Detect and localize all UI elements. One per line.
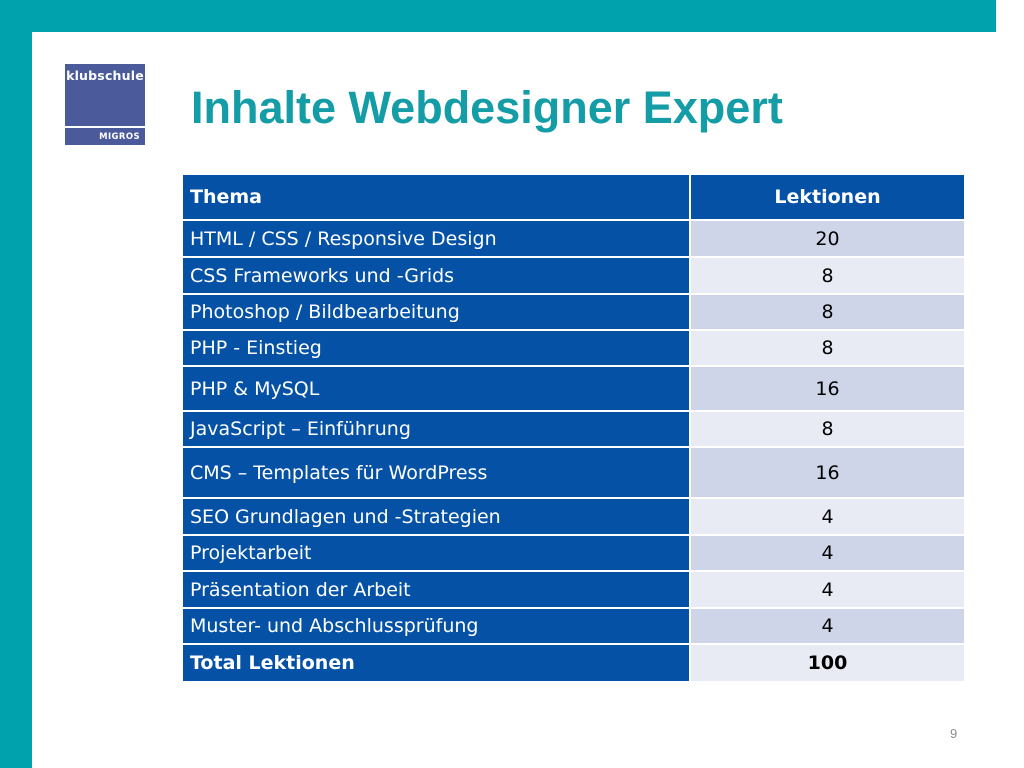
header-topic: Thema: [181, 173, 691, 221]
table-row: Photoshop / Bildbearbeitung 8: [181, 293, 966, 331]
table-row: Muster- und Abschlussprüfung 4: [181, 607, 966, 645]
page-number: 9: [950, 726, 958, 741]
row-topic: CSS Frameworks und -Grids: [181, 256, 691, 295]
row-lessons: 20: [689, 219, 966, 258]
logo-top-text: klubschule: [66, 68, 144, 83]
total-row: Total Lektionen 100: [181, 643, 966, 683]
row-lessons: 16: [689, 365, 966, 412]
row-topic: PHP - Einstieg: [181, 329, 691, 367]
top-frame-bar: [0, 0, 1024, 32]
table-row: CSS Frameworks und -Grids 8: [181, 256, 966, 295]
row-lessons: 16: [689, 446, 966, 499]
slide-title: Inhalte Webdesigner Expert: [191, 82, 783, 133]
row-lessons: 4: [689, 534, 966, 572]
row-topic: Projektarbeit: [181, 534, 691, 572]
table-header-row: Thema Lektionen: [181, 173, 966, 221]
row-lessons: 4: [689, 607, 966, 645]
table-row: JavaScript – Einführung 8: [181, 410, 966, 448]
row-topic: Muster- und Abschlussprüfung: [181, 607, 691, 645]
row-lessons: 8: [689, 329, 966, 367]
table-row: HTML / CSS / Responsive Design 20: [181, 219, 966, 258]
row-lessons: 4: [689, 497, 966, 536]
row-topic: PHP & MySQL: [181, 365, 691, 412]
row-lessons: 8: [689, 256, 966, 295]
row-lessons: 8: [689, 410, 966, 448]
table-row: SEO Grundlagen und -Strategien 4: [181, 497, 966, 536]
table-row: Präsentation der Arbeit 4: [181, 570, 966, 609]
table-row: PHP & MySQL 16: [181, 365, 966, 412]
right-margin: [996, 0, 1024, 768]
row-lessons: 4: [689, 570, 966, 609]
row-topic: SEO Grundlagen und -Strategien: [181, 497, 691, 536]
klubschule-logo: klubschule MIGROS: [65, 64, 145, 145]
table-row: PHP - Einstieg 8: [181, 329, 966, 367]
row-topic: CMS – Templates für WordPress: [181, 446, 691, 499]
row-topic: HTML / CSS / Responsive Design: [181, 219, 691, 258]
row-topic: Photoshop / Bildbearbeitung: [181, 293, 691, 331]
row-lessons: 8: [689, 293, 966, 331]
left-frame-bar: [0, 0, 32, 768]
header-lessons: Lektionen: [689, 173, 966, 221]
logo-bottom-text: MIGROS: [99, 131, 140, 142]
table-row: CMS – Templates für WordPress 16: [181, 446, 966, 499]
logo-divider: [65, 126, 145, 128]
total-value: 100: [689, 643, 966, 683]
row-topic: Präsentation der Arbeit: [181, 570, 691, 609]
topics-table: Thema Lektionen HTML / CSS / Responsive …: [181, 173, 966, 683]
table-row: Projektarbeit 4: [181, 534, 966, 572]
total-label: Total Lektionen: [181, 643, 691, 683]
row-topic: JavaScript – Einführung: [181, 410, 691, 448]
